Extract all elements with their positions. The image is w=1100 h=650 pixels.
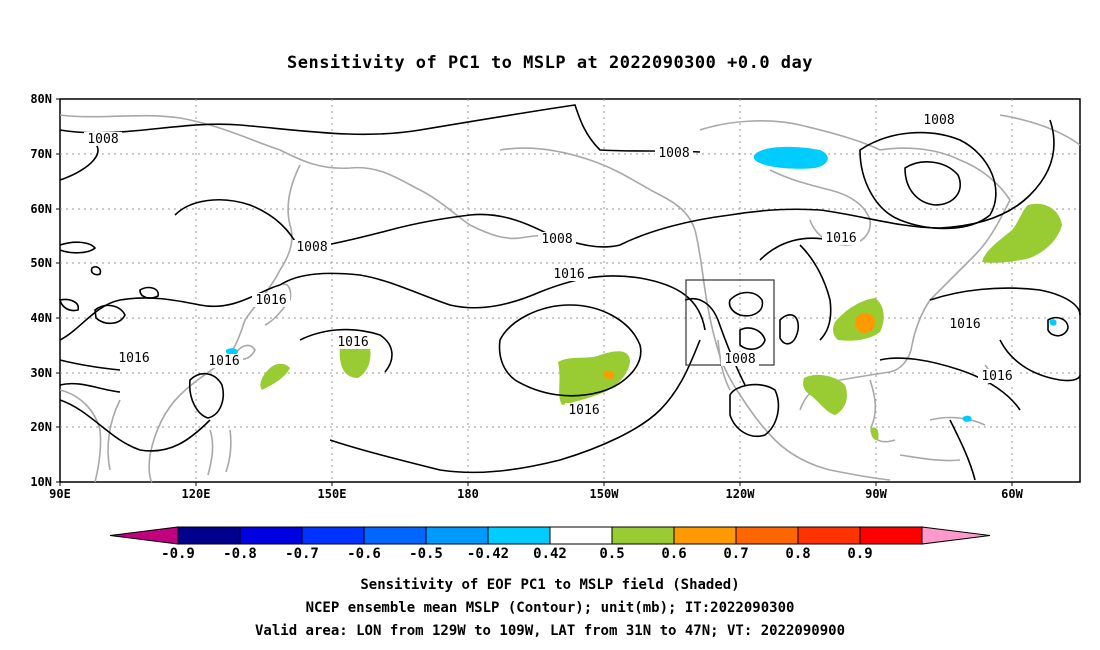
- shade-positive-caribbean: [803, 374, 847, 415]
- lon-label: 120E: [182, 487, 211, 501]
- contour-label-bg: [252, 293, 290, 307]
- contour-label: 1008: [296, 240, 327, 255]
- contour-label-bg: [822, 231, 860, 245]
- colorbar-swatch: [859, 526, 923, 545]
- shade-negative-arctic: [753, 146, 828, 169]
- contour-label-bg: [334, 335, 372, 349]
- colorbar-label: 0.5: [599, 546, 624, 562]
- colorbar: -0.9 -0.8 -0.7 -0.6 -0.5 -0.42 0.42 0.5 0.6 0.7 0.…: [109, 526, 991, 562]
- colorbar-swatch: [301, 526, 365, 545]
- latitude-labels: 80N 70N 60N 50N 40N 30N 20N 10N: [30, 92, 60, 489]
- footer-line-1: Sensitivity of EOF PC1 to MSLP field (Sh…: [360, 577, 739, 593]
- contour-label: 1016: [568, 403, 599, 418]
- shade-positive-central-america: [871, 427, 879, 441]
- colorbar-label: -0.42: [467, 546, 509, 562]
- longitude-labels: 90E 120E 150E 180 150W 120W 90W 60W: [49, 482, 1024, 501]
- shade-negative-atlantic-2: [962, 415, 972, 422]
- colorbar-over-triangle: [921, 526, 991, 545]
- contour-label-bg: [538, 232, 576, 246]
- contour-label: 1016: [825, 231, 856, 246]
- lat-label: 60N: [30, 202, 52, 216]
- colorbar-label: -0.6: [347, 546, 381, 562]
- colorbar-swatch: [425, 526, 489, 545]
- colorbar-label: 0.7: [723, 546, 748, 562]
- colorbar-label: -0.5: [409, 546, 443, 562]
- figure-title: Sensitivity of PC1 to MSLP at 2022090300…: [287, 53, 813, 73]
- shade-negative-japan: [226, 348, 238, 355]
- contour-label-bg: [550, 267, 588, 281]
- lat-label: 80N: [30, 92, 52, 106]
- colorbar-label: -0.7: [285, 546, 319, 562]
- lat-label: 70N: [30, 147, 52, 161]
- colorbar-label: -0.9: [161, 546, 195, 562]
- contour-label-bg: [115, 351, 153, 365]
- shade-positive-north-atlantic: [982, 203, 1062, 263]
- colorbar-label: 0.42: [533, 546, 567, 562]
- colorbar-swatch: [487, 526, 551, 545]
- colorbar-swatch: [177, 526, 241, 545]
- contour-label: 1016: [553, 267, 584, 282]
- shade-positive-east-china: [260, 363, 290, 390]
- contour-label: 1016: [255, 293, 286, 308]
- colorbar-swatch: [797, 526, 861, 545]
- contour-label-bg: [655, 146, 693, 160]
- footer-line-3: Valid area: LON from 129W to 109W, LAT f…: [255, 623, 845, 639]
- contour-label-bg: [205, 354, 243, 368]
- colorbar-swatch: [673, 526, 737, 545]
- map-frame: [59, 98, 1081, 483]
- lon-label: 60W: [1001, 487, 1023, 501]
- lat-label: 40N: [30, 311, 52, 325]
- lat-label: 50N: [30, 256, 52, 270]
- shade-orange-npac: [603, 370, 615, 379]
- lat-label: 10N: [30, 475, 52, 489]
- contour-label-bg: [978, 369, 1016, 383]
- shade-positive-npac: [558, 351, 630, 405]
- contour-label: 1016: [949, 317, 980, 332]
- coastlines: [59, 114, 1081, 483]
- lat-label: 30N: [30, 366, 52, 380]
- contour-label-group: 1008 1008 1008 1008 1008 1008 1016 1016 1016 1016…: [84, 113, 1016, 418]
- lon-label: 180: [457, 487, 479, 501]
- contour-label-bg: [946, 317, 984, 331]
- contour-label: 1008: [87, 132, 118, 147]
- colorbar-under-triangle: [109, 526, 179, 545]
- shade-positive-wpac: [339, 340, 371, 378]
- colorbar-swatch: [239, 526, 303, 545]
- shade-negative-atlantic-1: [1049, 319, 1057, 326]
- sensitivity-shading: [226, 146, 1062, 441]
- colorbar-label: -0.8: [223, 546, 257, 562]
- colorbar-swatch: [735, 526, 799, 545]
- contour-label: 1008: [724, 352, 755, 367]
- colorbar-label: 0.8: [785, 546, 810, 562]
- contour-label-bg: [565, 403, 603, 417]
- colorbar-label: 0.9: [847, 546, 872, 562]
- contour-label-bg: [84, 132, 122, 146]
- footer-line-2: NCEP ensemble mean MSLP (Contour); unit(…: [306, 600, 795, 616]
- colorbar-label: 0.6: [661, 546, 686, 562]
- contour-label-bg: [721, 352, 759, 366]
- lon-label: 150W: [590, 487, 620, 501]
- contour-label: 1016: [118, 351, 149, 366]
- contour-label-bg: [920, 113, 958, 127]
- mslp-contours: [59, 104, 1081, 481]
- lon-label: 150E: [318, 487, 347, 501]
- colorbar-swatch: [363, 526, 427, 545]
- contour-label: 1016: [337, 335, 368, 350]
- contour-label: 1008: [923, 113, 954, 128]
- lon-label: 90E: [49, 487, 71, 501]
- contour-label: 1016: [208, 354, 239, 369]
- contour-label: 1016: [981, 369, 1012, 384]
- lat-label: 20N: [30, 420, 52, 434]
- contour-label: 1008: [658, 146, 689, 161]
- map-panel: 1008 1008 1008 1008 1008 1008 1016 1016 1016 1016…: [59, 98, 1081, 483]
- shade-orange-gulf: [854, 312, 876, 333]
- contour-label: 1008: [541, 232, 572, 247]
- colorbar-swatch: [549, 526, 613, 545]
- lon-label: 90W: [865, 487, 887, 501]
- colorbar-swatch: [611, 526, 675, 545]
- lon-label: 120W: [726, 487, 756, 501]
- contour-label-bg: [293, 240, 331, 254]
